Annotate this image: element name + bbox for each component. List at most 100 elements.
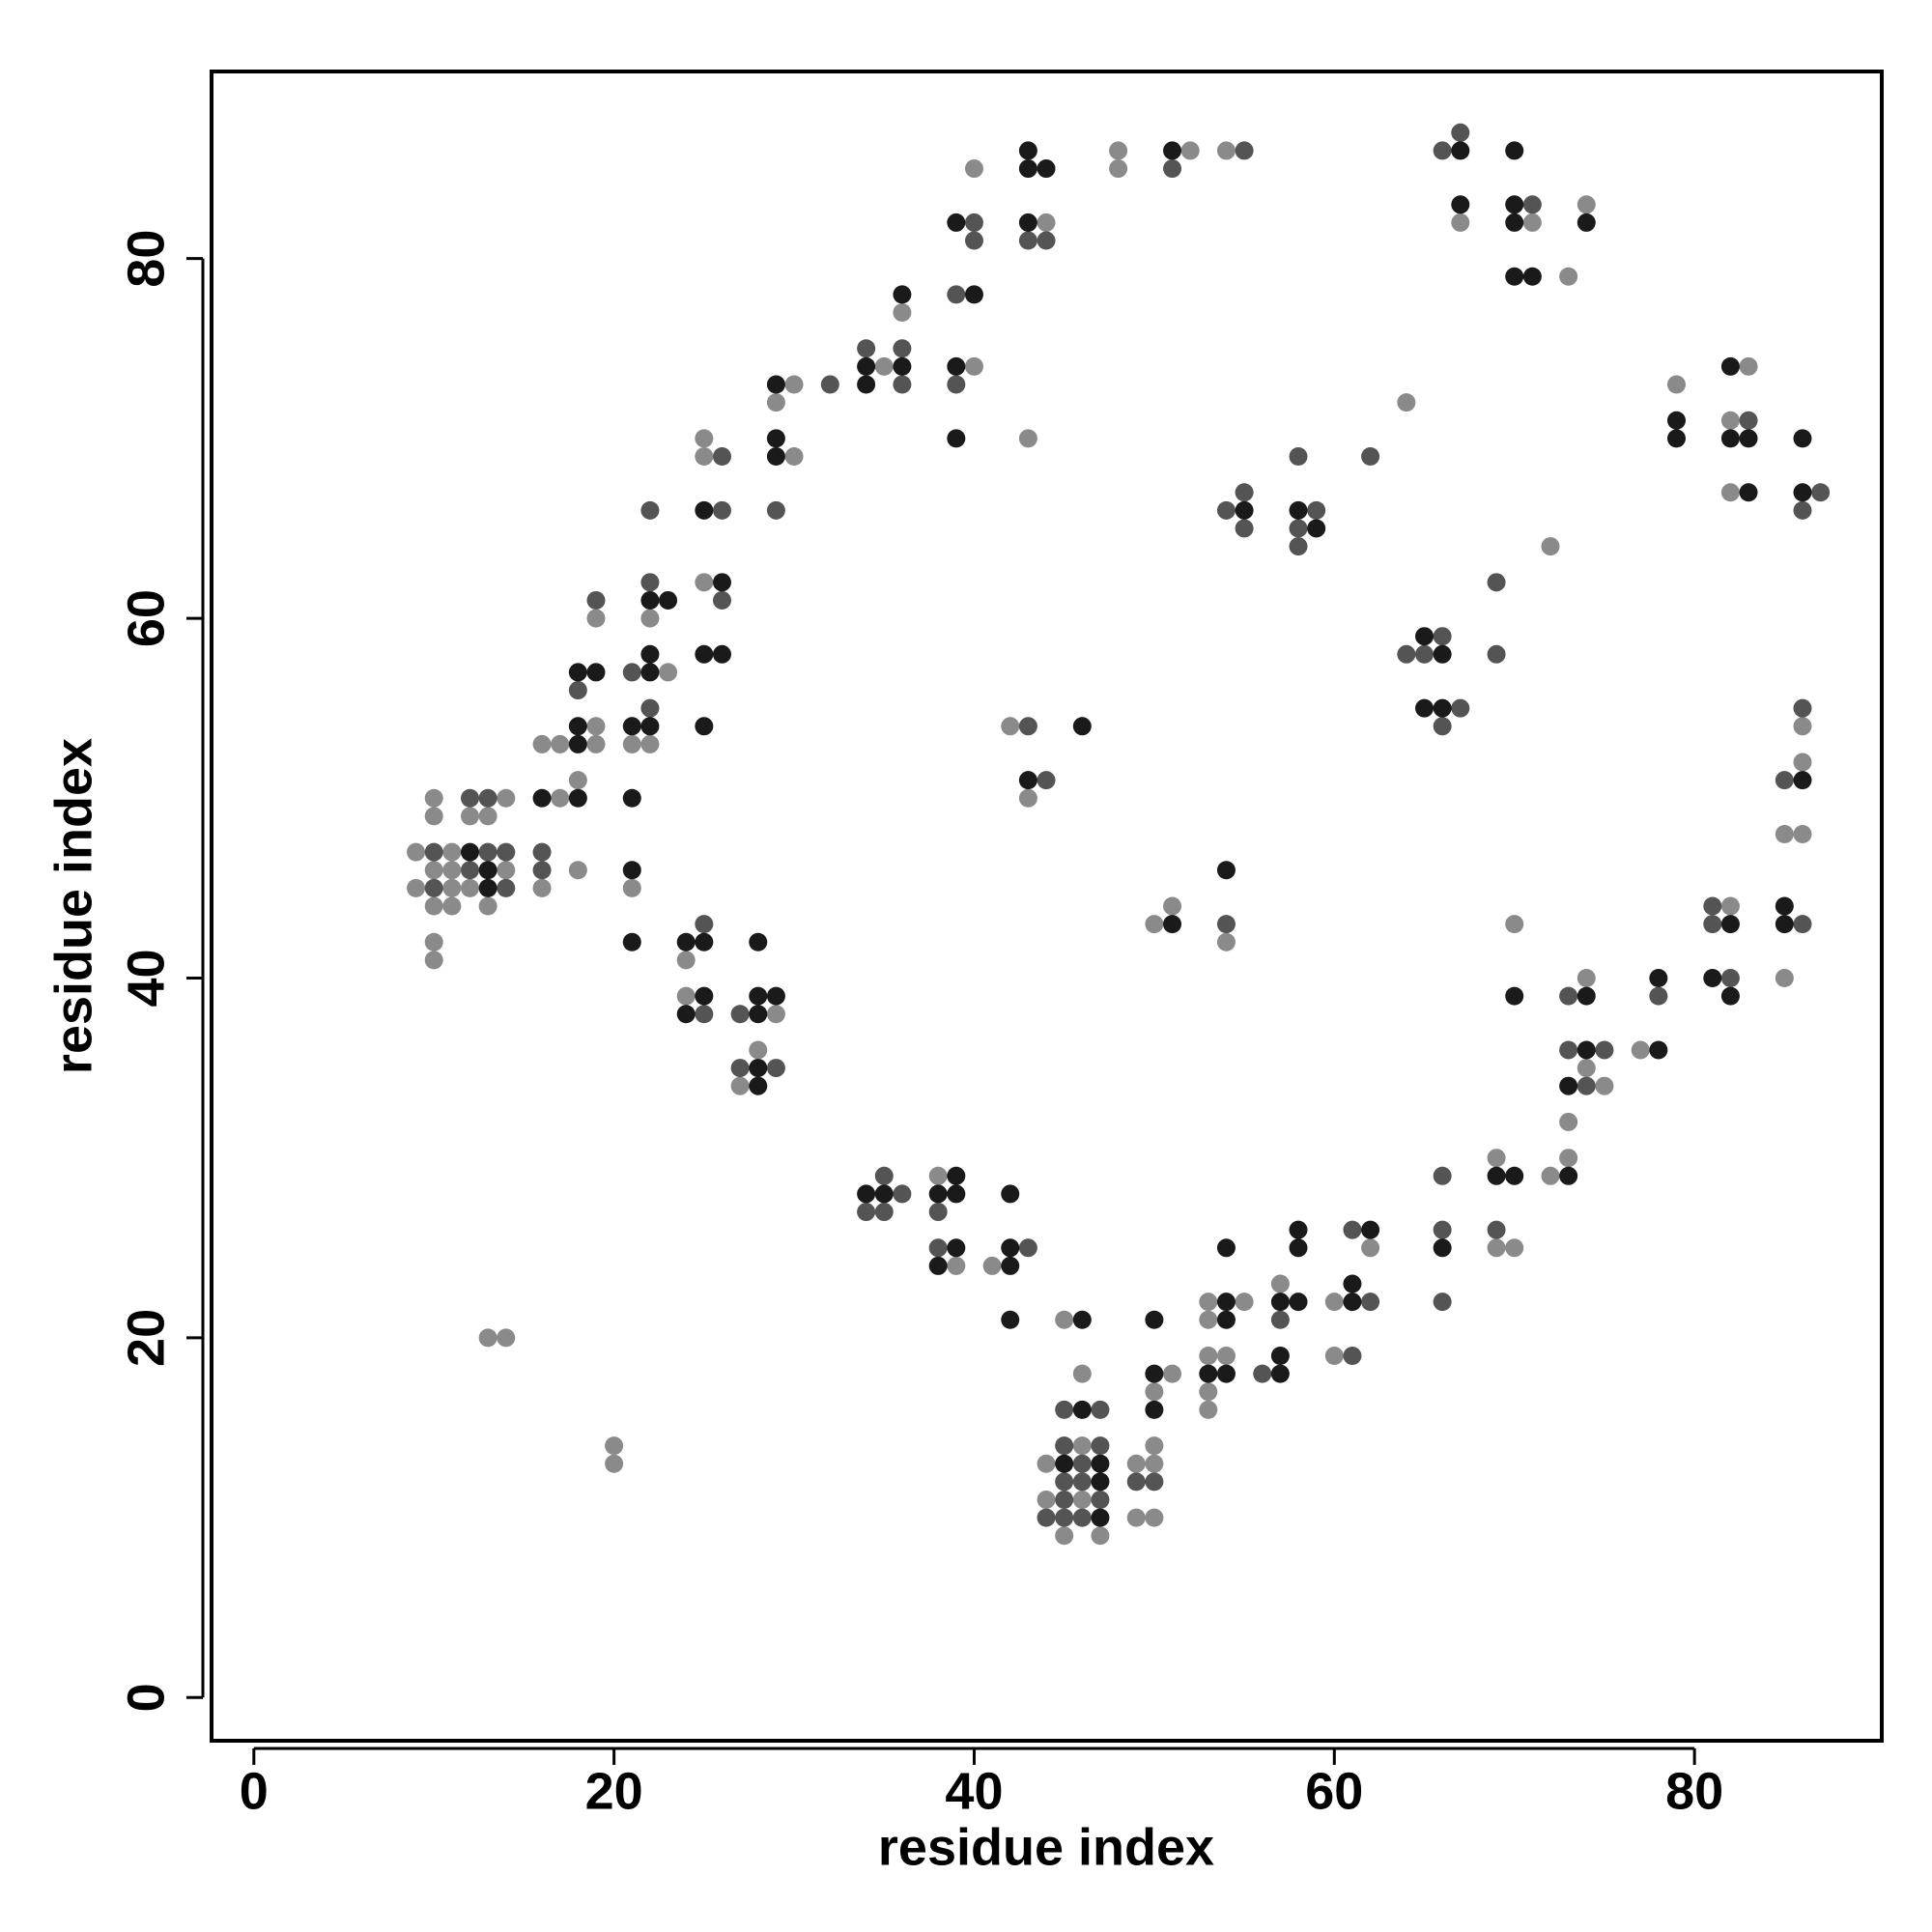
point <box>1055 1400 1074 1419</box>
point <box>586 717 606 736</box>
point <box>532 861 552 880</box>
point <box>1270 1347 1290 1366</box>
point <box>1235 141 1254 160</box>
point <box>1235 1293 1254 1312</box>
point <box>947 429 966 448</box>
point <box>1433 1220 1452 1239</box>
point <box>497 861 516 880</box>
point <box>424 932 443 952</box>
y-axis-label: residue index <box>44 738 102 1074</box>
point <box>442 878 462 897</box>
y-tick-label: 80 <box>117 230 175 288</box>
point <box>1145 1454 1164 1473</box>
point <box>442 842 462 862</box>
point <box>1018 788 1037 808</box>
point <box>1289 519 1308 538</box>
point <box>1018 429 1037 448</box>
point <box>1720 429 1740 448</box>
point <box>1091 1490 1110 1509</box>
point <box>424 842 443 862</box>
point <box>857 339 876 358</box>
point <box>1001 717 1020 736</box>
point <box>586 663 606 682</box>
point <box>1018 771 1037 790</box>
point <box>1091 1526 1110 1546</box>
point <box>749 1076 768 1095</box>
point <box>640 698 660 718</box>
point <box>1541 1166 1560 1185</box>
point <box>1666 375 1686 394</box>
point <box>622 788 641 808</box>
point <box>1577 213 1596 232</box>
point <box>1343 1293 1362 1312</box>
point <box>1720 411 1740 430</box>
x-tick-label: 0 <box>240 1762 269 1820</box>
point <box>1577 195 1596 214</box>
point <box>478 896 497 916</box>
point <box>1703 896 1722 916</box>
point <box>1397 644 1416 664</box>
point <box>712 446 731 466</box>
point <box>1001 1238 1020 1258</box>
point <box>1091 1454 1110 1473</box>
point <box>622 861 641 880</box>
point <box>695 717 714 736</box>
point <box>1145 1310 1164 1329</box>
point <box>1145 1382 1164 1402</box>
point <box>730 1005 750 1024</box>
point <box>407 878 426 897</box>
point <box>1109 159 1128 179</box>
point <box>1487 644 1506 664</box>
point <box>1091 1436 1110 1456</box>
point <box>947 213 966 232</box>
point <box>1001 1310 1020 1329</box>
point <box>1270 1364 1290 1383</box>
point <box>1793 915 1812 934</box>
point <box>766 393 785 412</box>
point <box>1072 1472 1092 1492</box>
point <box>1433 1293 1452 1312</box>
point <box>424 951 443 970</box>
point <box>1433 141 1452 160</box>
point <box>676 1005 696 1024</box>
point <box>442 861 462 880</box>
point <box>1055 1472 1074 1492</box>
point <box>1559 1112 1578 1131</box>
point <box>568 717 587 736</box>
point <box>1559 1076 1578 1095</box>
point <box>1703 968 1722 987</box>
point <box>1559 986 1578 1006</box>
point <box>1522 267 1542 286</box>
point <box>730 1059 750 1078</box>
point <box>568 663 587 682</box>
point <box>1055 1436 1074 1456</box>
point <box>1559 1040 1578 1060</box>
point <box>1307 519 1326 538</box>
point <box>1072 717 1092 736</box>
point <box>695 429 714 448</box>
point <box>1199 1347 1218 1366</box>
point <box>1631 1040 1650 1060</box>
point <box>442 896 462 916</box>
point <box>1577 1059 1596 1078</box>
point <box>1216 500 1236 520</box>
point <box>1811 483 1831 502</box>
point <box>1091 1508 1110 1527</box>
point <box>1091 1400 1110 1419</box>
point <box>1451 123 1470 142</box>
point <box>1216 1310 1236 1329</box>
point <box>1216 932 1236 952</box>
point <box>478 788 497 808</box>
point <box>1199 1400 1218 1419</box>
point <box>1775 968 1794 987</box>
point <box>1037 1508 1056 1527</box>
point <box>1091 1472 1110 1492</box>
point <box>1145 1364 1164 1383</box>
point <box>1109 141 1128 160</box>
point <box>478 807 497 826</box>
point <box>461 807 480 826</box>
point <box>947 375 966 394</box>
point <box>1216 1293 1236 1312</box>
point <box>1289 1293 1308 1312</box>
point <box>1505 213 1524 232</box>
